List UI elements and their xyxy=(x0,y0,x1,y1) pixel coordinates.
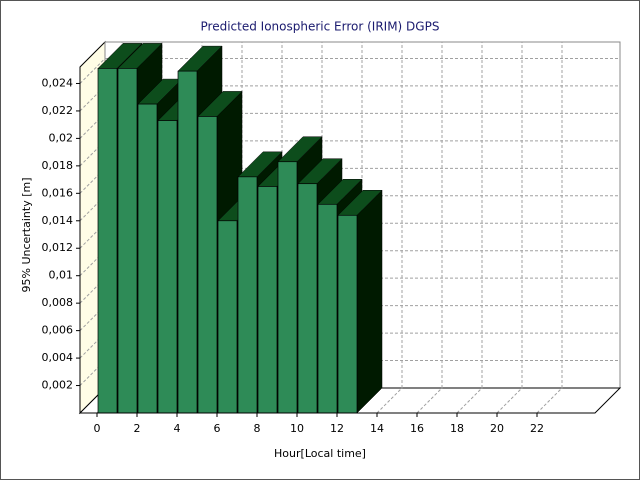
y-tick-label: 0,014 xyxy=(42,214,74,227)
bar xyxy=(217,220,238,414)
chart-title: Predicted Ionospheric Error (IRIM) DGPS xyxy=(201,20,440,34)
bar-side xyxy=(356,189,383,414)
y-tick-label: 0,022 xyxy=(42,104,74,117)
y-tick-label: 0,012 xyxy=(42,241,74,254)
y-axis-label: 95% Uncertainty [m] xyxy=(20,177,33,292)
grid-line xyxy=(79,113,106,139)
grid-line xyxy=(79,167,106,194)
bar xyxy=(237,176,258,414)
x-tick-label: 4 xyxy=(174,422,181,435)
grid-line xyxy=(79,332,106,359)
x-tick-label: 6 xyxy=(214,422,221,435)
grid-line xyxy=(79,305,106,331)
x-tick-label: 12 xyxy=(330,422,344,435)
y-tick-label: 0,024 xyxy=(42,76,74,89)
x-tick-label: 10 xyxy=(290,422,304,435)
x-tick-label: 14 xyxy=(370,422,384,435)
grid-line xyxy=(456,387,483,414)
y-tick-label: 0,01 xyxy=(49,269,74,282)
x-tick-label: 0 xyxy=(94,422,101,435)
grid-line xyxy=(79,222,106,249)
plot-layer xyxy=(76,42,620,417)
y-tick-label: 0,02 xyxy=(49,131,74,144)
y-tick-label: 0,016 xyxy=(42,186,74,199)
bar xyxy=(157,120,178,414)
grid-line xyxy=(79,58,106,84)
bar xyxy=(97,68,118,414)
y-tick-label: 0,006 xyxy=(42,324,74,337)
x-axis-label: Hour[Local time] xyxy=(274,447,366,460)
bar xyxy=(177,70,198,414)
x-tick-label: 22 xyxy=(530,422,544,435)
bar xyxy=(317,203,338,414)
grid-line xyxy=(376,387,403,414)
bar xyxy=(277,161,298,414)
bar xyxy=(257,186,278,414)
grid-line xyxy=(79,85,106,112)
y-tick-label: 0,002 xyxy=(42,379,74,392)
bar xyxy=(137,103,158,414)
bar xyxy=(337,214,358,414)
x-tick-label: 8 xyxy=(254,422,261,435)
grid-line xyxy=(536,387,563,414)
grid-line xyxy=(79,195,106,222)
y-tick-label: 0,004 xyxy=(42,351,74,364)
y-tick-label: 0,008 xyxy=(42,296,74,309)
grid-line xyxy=(416,387,443,414)
grid-line xyxy=(79,140,106,167)
x-tick-label: 2 xyxy=(134,422,141,435)
x-tick-label: 16 xyxy=(410,422,424,435)
bar xyxy=(117,68,138,414)
bar xyxy=(197,116,218,414)
grid-line xyxy=(79,360,106,386)
x-tick-label: 20 xyxy=(490,422,504,435)
grid-line xyxy=(79,250,106,277)
x-tick-label: 18 xyxy=(450,422,464,435)
grid-line xyxy=(496,387,523,414)
grid-line xyxy=(79,277,106,304)
y-tick-label: 0,018 xyxy=(42,159,74,172)
bar xyxy=(297,183,318,414)
